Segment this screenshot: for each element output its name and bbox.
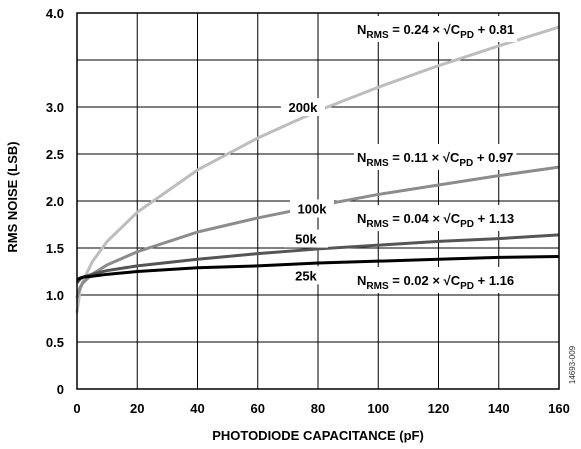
series-label-text: 100k [298,202,328,217]
x-axis-label: PHOTODIODE CAPACITANCE (pF) [212,428,424,443]
series-label-text: 50k [295,232,317,247]
y-tick-label: 2.0 [46,194,64,209]
y-tick-labels: 0 0.5 1.0 1.5 2.0 2.5 3.0 4.0 [46,6,64,397]
annotation-layer: NRMS = 0.24 × √CPD + 0.81 NRMS = 0.11 × √… [280,16,518,293]
figure-id: 14693-009 [568,345,577,384]
y-tick-label: 2.5 [46,147,64,162]
series-label-25k: 25k [283,266,328,285]
x-tick-label: 0 [73,401,80,416]
annotation-background [354,267,518,293]
series-label-background [283,266,328,285]
annotation-background [354,205,518,231]
annotation-background [354,16,518,42]
y-axis-label: RMS NOISE (LSB) [5,141,20,252]
annotation-text: NRMS = 0.04 × √CPD + 1.13 [357,211,514,230]
x-tick-label: 120 [428,401,450,416]
series-layer [75,25,560,314]
y-tick-label: 3.0 [46,100,64,115]
y-tick-label: 1.5 [46,241,64,256]
y-tick-label: 0 [57,382,64,397]
x-tick-label: 100 [367,401,389,416]
x-tick-label: 60 [251,401,265,416]
series-label-100k: 100k [289,199,334,218]
equation-annotation-25k: NRMS = 0.02 × √CPD + 1.16 [354,267,518,293]
series-label-50k: 50k [283,229,328,248]
x-tick-labels: 0 20 40 60 80 100 120 140 160 [73,401,569,416]
equation-annotation-50k: NRMS = 0.04 × √CPD + 1.13 [354,205,518,231]
x-tick-label: 160 [548,401,570,416]
annotation-text: NRMS = 0.02 × √CPD + 1.16 [357,273,514,292]
series-label-background [283,229,328,248]
equation-annotation-200k: NRMS = 0.24 × √CPD + 0.81 [354,16,518,42]
series-label-200k: 200k [280,98,325,116]
annotation-background [354,144,517,170]
x-tick-label: 20 [130,401,144,416]
series-line-100k [75,165,560,299]
annotation-text: NRMS = 0.24 × √CPD + 0.81 [357,22,514,41]
annotation-text: NRMS = 0.11 × √CPD + 0.97 [357,150,513,169]
plot-border [76,12,560,390]
x-tick-label: 140 [488,401,510,416]
y-tick-label: 1.0 [46,288,64,303]
series-label-text: 25k [295,268,317,283]
y-tick-label: 0.5 [46,335,64,350]
series-label-text: 200k [288,100,318,115]
x-tick-label: 40 [190,401,204,416]
y-tick-label: 4.0 [46,6,64,21]
x-tick-label: 80 [311,401,325,416]
series-label-background [280,98,325,116]
equation-annotation-100k: NRMS = 0.11 × √CPD + 0.97 [354,144,517,170]
series-label-background [289,199,334,218]
series-line-25k [76,254,560,282]
